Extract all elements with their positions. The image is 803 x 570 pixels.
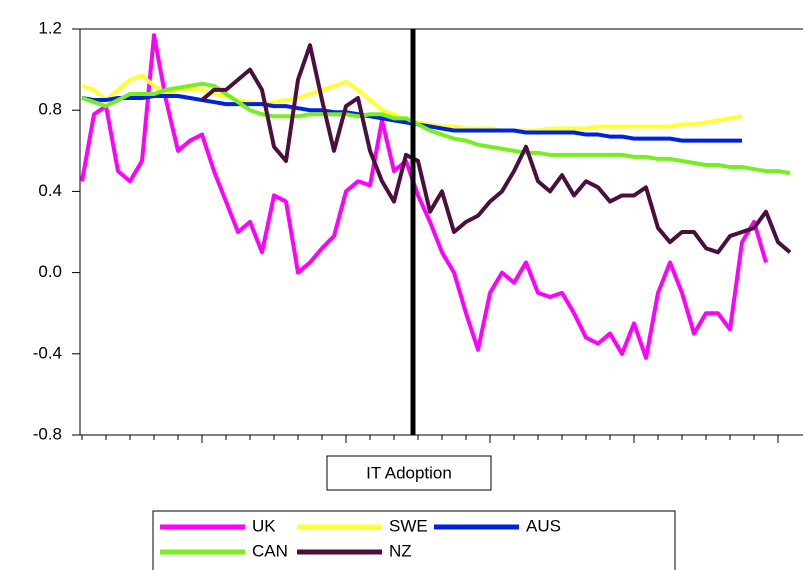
legend-label: SWE [389,516,428,535]
legend [152,510,676,570]
annotation: IT Adoption [366,463,452,482]
y-tick-label: 0.8 [38,100,62,119]
y-tick-label: -0.8 [33,424,62,443]
y-tick-label: -0.4 [33,343,62,362]
annotation-box [326,455,492,491]
legend-label: AUS [526,516,561,535]
legend-label: CAN [252,541,288,560]
series-line [200,43,792,255]
y-tick-label: 1.2 [38,18,62,37]
series-lines [80,33,792,360]
series-line [80,33,768,360]
series-line [81,81,791,176]
legend-label: UK [252,516,276,535]
y-tick-label: 0.0 [38,262,62,281]
legend-label: NZ [389,541,412,560]
y-tick-label: 0.4 [38,181,62,200]
